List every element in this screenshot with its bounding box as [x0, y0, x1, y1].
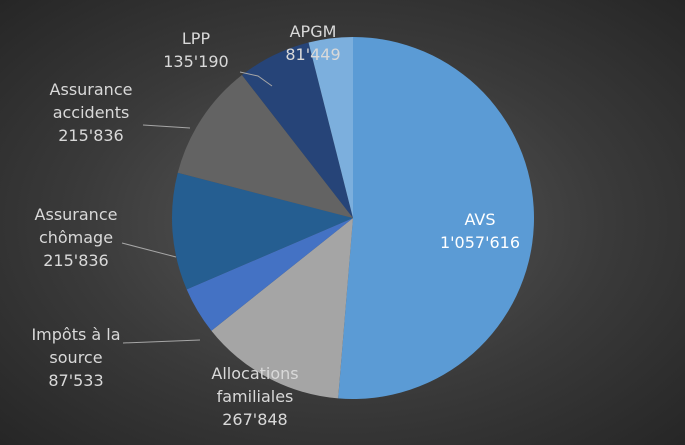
label-name: Assurance accidents [49, 80, 133, 122]
label-name: Impôts à la source [31, 325, 121, 367]
pie-slice [211, 218, 353, 399]
label-value: 215'836 [43, 251, 109, 270]
label-value: 81'449 [285, 45, 341, 64]
data-label: LPP 135'190 [151, 27, 241, 73]
pie-slice [308, 37, 353, 218]
pie-slice [338, 37, 535, 399]
label-name: Assurance chômage [34, 205, 118, 247]
leader-line [122, 339, 201, 344]
label-value: 1'057'616 [439, 233, 521, 252]
leader-line [239, 71, 273, 87]
pie-slice [241, 42, 353, 218]
label-value: 267'848 [222, 410, 288, 429]
label-name: APGM [289, 22, 337, 41]
label-name: LPP [181, 29, 211, 48]
pie-slice [186, 218, 353, 331]
data-label: Assurance accidents 215'836 [36, 78, 146, 147]
data-label: Allocations familiales 267'848 [190, 362, 320, 431]
leader-line [142, 124, 191, 129]
pie-slice [171, 172, 353, 290]
label-value: 87'533 [48, 371, 104, 390]
label-value: 215'836 [58, 126, 124, 145]
label-value: 135'190 [163, 52, 229, 71]
data-label: Assurance chômage 215'836 [21, 203, 131, 272]
label-name: Allocations familiales [211, 364, 299, 406]
data-label: AVS 1'057'616 [410, 208, 550, 254]
label-name: AVS [464, 210, 496, 229]
leader-line [121, 242, 177, 258]
data-label: Impôts à la source 87'533 [21, 323, 131, 392]
data-label: APGM 81'449 [268, 20, 358, 66]
pie-slice [177, 75, 353, 218]
